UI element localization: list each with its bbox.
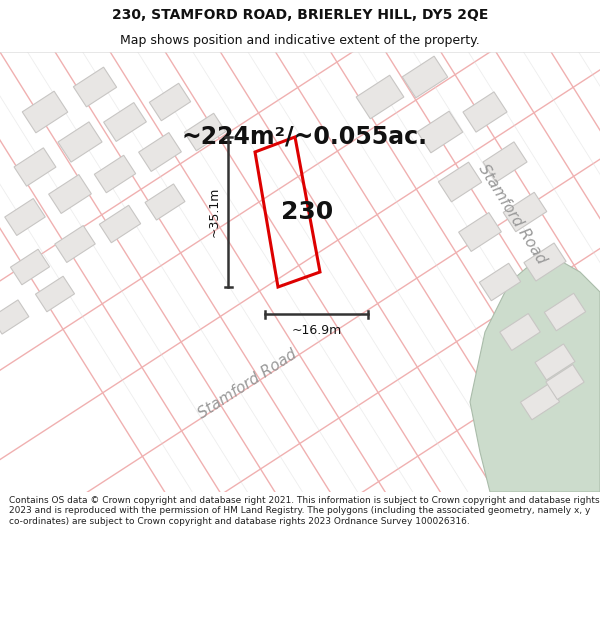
Polygon shape <box>439 162 482 202</box>
Polygon shape <box>184 113 226 151</box>
Polygon shape <box>139 132 181 171</box>
Polygon shape <box>0 300 29 334</box>
Text: ~35.1m: ~35.1m <box>208 187 221 237</box>
Polygon shape <box>145 184 185 220</box>
Polygon shape <box>544 293 586 331</box>
Text: 230, STAMFORD ROAD, BRIERLEY HILL, DY5 2QE: 230, STAMFORD ROAD, BRIERLEY HILL, DY5 2… <box>112 8 488 21</box>
Polygon shape <box>520 384 560 420</box>
Polygon shape <box>55 226 95 262</box>
Text: Contains OS data © Crown copyright and database right 2021. This information is : Contains OS data © Crown copyright and d… <box>9 496 599 526</box>
Polygon shape <box>100 205 140 242</box>
Polygon shape <box>463 92 507 132</box>
Text: ~16.9m: ~16.9m <box>292 324 341 336</box>
Polygon shape <box>14 148 56 186</box>
Polygon shape <box>73 67 116 107</box>
Polygon shape <box>458 213 502 251</box>
Polygon shape <box>35 276 74 312</box>
Text: Stamford Road: Stamford Road <box>475 161 548 266</box>
Text: ~224m²/~0.055ac.: ~224m²/~0.055ac. <box>182 125 428 149</box>
Polygon shape <box>483 142 527 182</box>
Text: Stamford Road: Stamford Road <box>196 347 300 421</box>
Polygon shape <box>470 252 600 492</box>
Text: 230: 230 <box>281 200 333 224</box>
Polygon shape <box>22 91 68 133</box>
Polygon shape <box>479 263 521 301</box>
Polygon shape <box>149 83 191 121</box>
Polygon shape <box>49 174 91 214</box>
Polygon shape <box>535 344 575 380</box>
Polygon shape <box>503 192 547 232</box>
Polygon shape <box>402 56 448 98</box>
Polygon shape <box>5 199 45 236</box>
Text: Map shows position and indicative extent of the property.: Map shows position and indicative extent… <box>120 34 480 47</box>
Polygon shape <box>500 314 540 351</box>
Polygon shape <box>58 122 102 162</box>
Polygon shape <box>546 364 584 399</box>
Polygon shape <box>94 155 136 192</box>
Polygon shape <box>524 243 566 281</box>
Polygon shape <box>356 75 404 119</box>
Polygon shape <box>10 249 50 285</box>
Polygon shape <box>417 111 463 153</box>
Polygon shape <box>104 102 146 141</box>
